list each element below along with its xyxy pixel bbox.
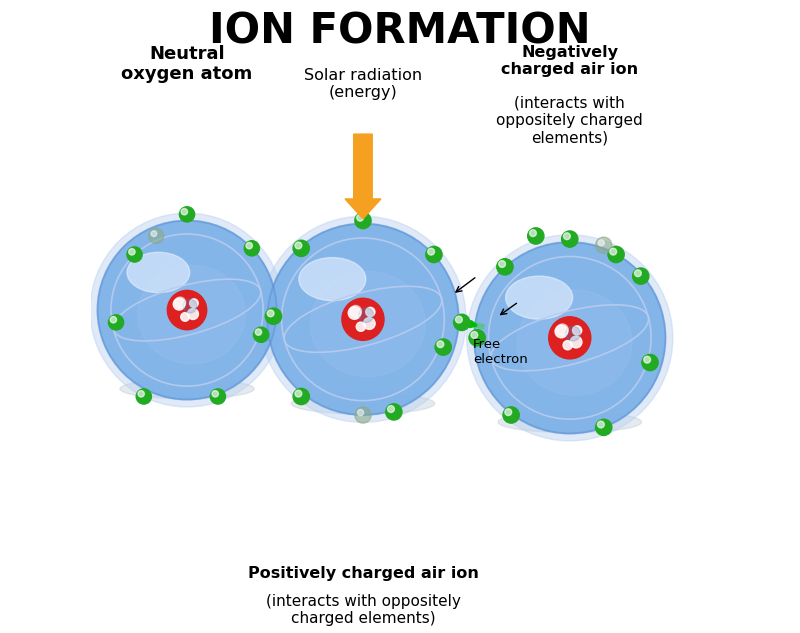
Circle shape (598, 240, 604, 246)
Circle shape (295, 390, 302, 397)
Circle shape (598, 421, 604, 428)
Circle shape (98, 220, 277, 399)
Circle shape (254, 327, 269, 342)
Circle shape (295, 242, 302, 249)
Circle shape (549, 316, 591, 359)
Circle shape (127, 247, 142, 262)
Circle shape (633, 268, 649, 284)
Circle shape (644, 356, 650, 363)
Circle shape (503, 407, 519, 423)
Ellipse shape (120, 379, 254, 399)
Text: (interacts with oppositely
charged elements): (interacts with oppositely charged eleme… (266, 594, 460, 627)
Circle shape (595, 419, 612, 436)
Text: Free
electron: Free electron (473, 338, 527, 366)
Circle shape (167, 291, 206, 330)
Circle shape (110, 316, 117, 323)
Ellipse shape (291, 393, 434, 414)
Circle shape (363, 318, 375, 329)
Circle shape (634, 270, 642, 277)
Circle shape (387, 406, 394, 413)
Circle shape (530, 230, 536, 237)
Circle shape (244, 241, 259, 256)
Circle shape (355, 213, 371, 229)
Circle shape (179, 207, 194, 222)
Circle shape (109, 315, 124, 330)
Circle shape (573, 326, 582, 335)
Circle shape (181, 208, 187, 215)
Ellipse shape (517, 290, 632, 395)
Circle shape (174, 298, 185, 310)
Circle shape (183, 299, 197, 313)
Circle shape (437, 341, 444, 348)
Circle shape (149, 229, 164, 244)
FancyArrow shape (345, 134, 381, 218)
Circle shape (355, 407, 371, 423)
Circle shape (357, 215, 363, 221)
Circle shape (469, 330, 486, 346)
Circle shape (210, 389, 226, 404)
Circle shape (498, 261, 506, 267)
Text: Neutral
oxygen atom: Neutral oxygen atom (122, 44, 253, 84)
Text: Solar radiation
(energy): Solar radiation (energy) (304, 68, 422, 100)
Circle shape (595, 237, 612, 253)
Circle shape (608, 246, 624, 263)
Circle shape (293, 240, 310, 256)
Circle shape (342, 298, 384, 341)
Circle shape (563, 233, 570, 240)
Circle shape (174, 297, 186, 308)
Circle shape (348, 306, 361, 319)
Circle shape (466, 235, 673, 441)
Circle shape (505, 409, 512, 415)
Circle shape (138, 391, 144, 397)
Circle shape (246, 242, 252, 249)
Circle shape (555, 325, 568, 338)
Ellipse shape (310, 272, 425, 377)
Circle shape (366, 307, 375, 316)
Circle shape (562, 231, 578, 248)
Circle shape (190, 299, 198, 308)
Circle shape (610, 248, 617, 255)
Circle shape (426, 246, 442, 263)
Circle shape (212, 391, 218, 397)
Circle shape (350, 305, 362, 317)
Circle shape (474, 242, 666, 434)
Circle shape (454, 314, 470, 330)
Ellipse shape (498, 411, 642, 432)
Circle shape (358, 308, 374, 322)
Circle shape (90, 213, 284, 407)
Circle shape (151, 231, 157, 237)
Circle shape (570, 336, 582, 348)
Circle shape (266, 308, 282, 324)
Circle shape (293, 388, 310, 404)
Circle shape (260, 216, 466, 422)
Circle shape (455, 316, 462, 323)
Text: Positively charged air ion: Positively charged air ion (247, 567, 478, 581)
Circle shape (566, 326, 580, 341)
Text: Negatively
charged air ion: Negatively charged air ion (502, 44, 638, 77)
Circle shape (267, 223, 458, 415)
Circle shape (136, 389, 151, 404)
Circle shape (358, 410, 364, 416)
Circle shape (356, 322, 366, 331)
Circle shape (563, 341, 572, 350)
Circle shape (181, 313, 190, 322)
Ellipse shape (299, 258, 366, 301)
Circle shape (497, 259, 513, 275)
Circle shape (386, 404, 402, 420)
Circle shape (129, 249, 135, 255)
Circle shape (528, 228, 544, 244)
Circle shape (471, 332, 478, 339)
Circle shape (267, 310, 274, 316)
Circle shape (642, 354, 658, 371)
Circle shape (255, 329, 262, 335)
Ellipse shape (127, 253, 190, 292)
Ellipse shape (138, 265, 246, 364)
Circle shape (428, 248, 434, 255)
Circle shape (435, 339, 451, 355)
Circle shape (187, 308, 198, 320)
Circle shape (557, 324, 568, 335)
Ellipse shape (506, 276, 573, 319)
Text: ION FORMATION: ION FORMATION (209, 11, 591, 53)
Text: (interacts with
oppositely charged
elements): (interacts with oppositely charged eleme… (496, 95, 643, 145)
